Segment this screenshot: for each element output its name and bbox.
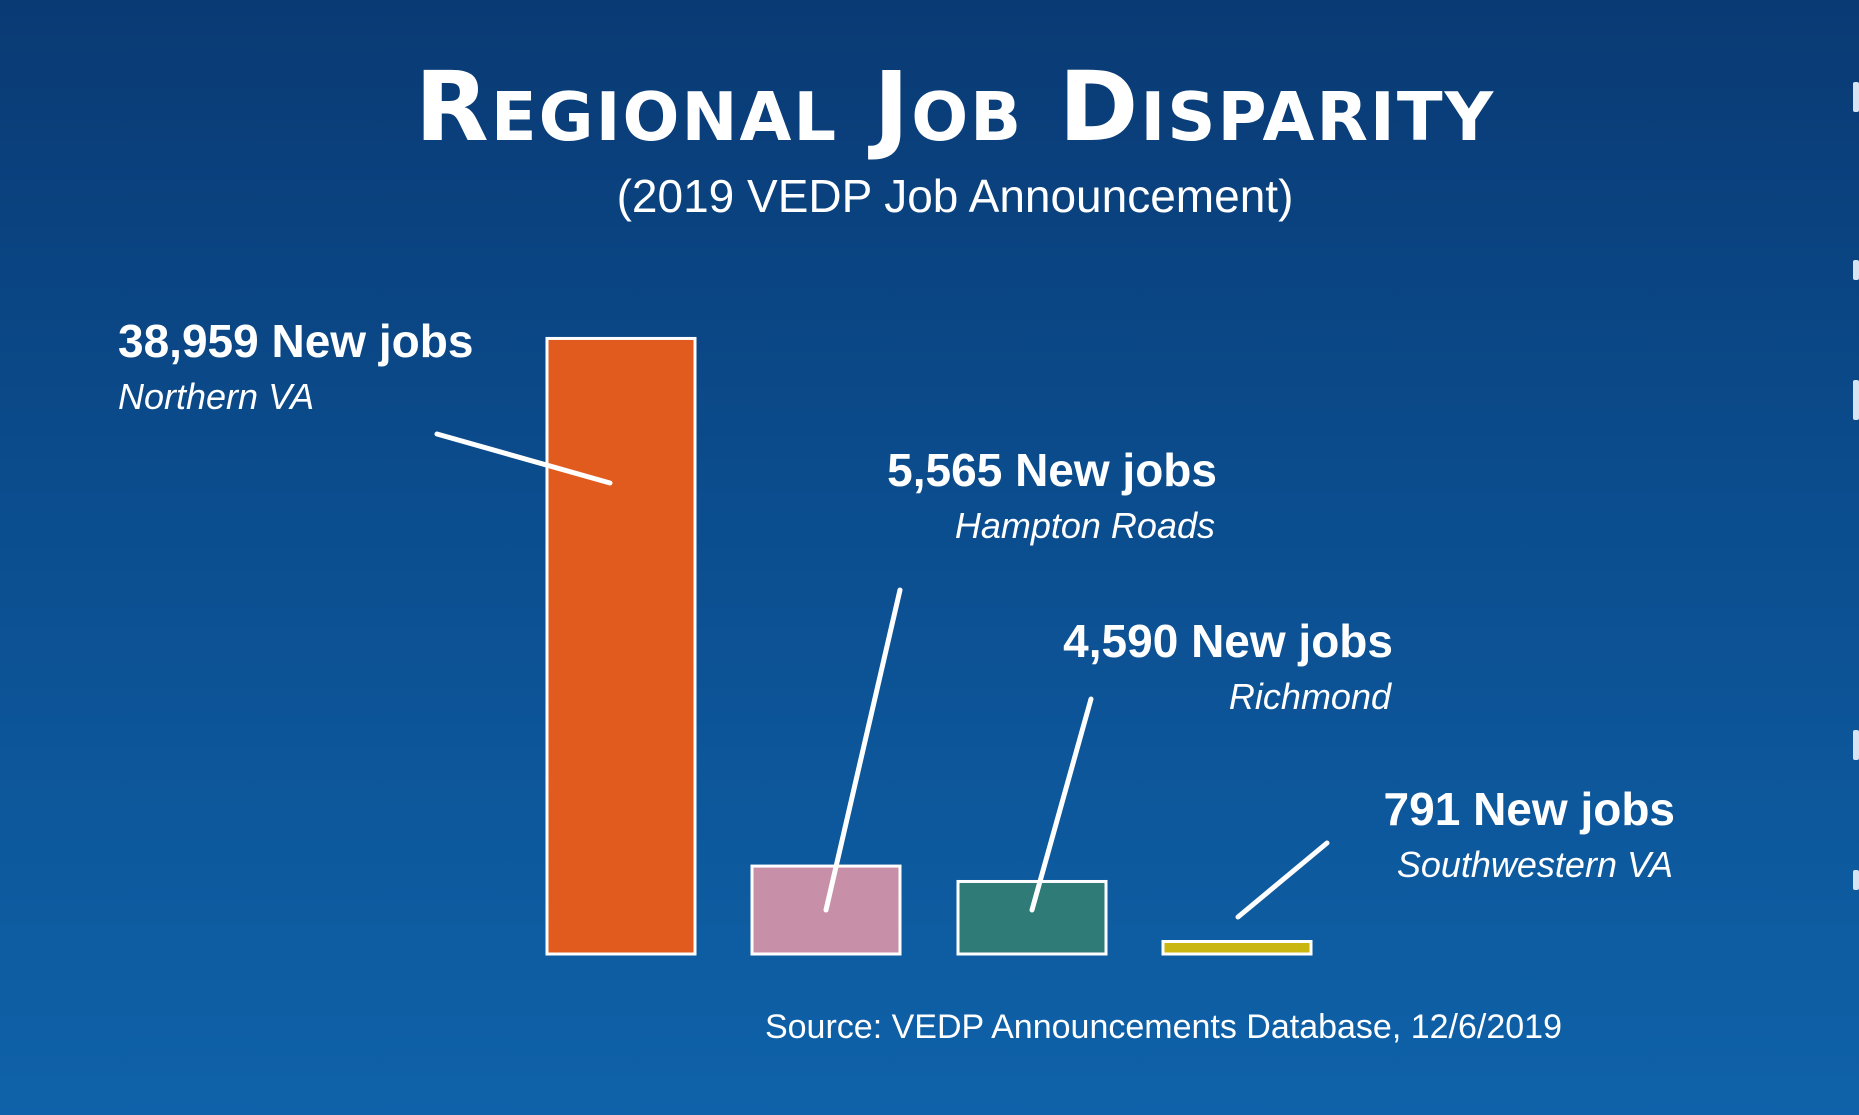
data-label-value: 4,590 New jobs	[1063, 615, 1393, 667]
data-label-value: 38,959 New jobs	[118, 315, 473, 367]
edge-mark	[1853, 870, 1859, 890]
data-label-value: 791 New jobs	[1384, 783, 1675, 835]
bar-northern-va	[545, 336, 697, 956]
edge-mark	[1853, 260, 1859, 280]
bars-group	[545, 336, 1313, 956]
bar-richmond	[956, 879, 1108, 956]
chart-title: Regional Job Disparity	[415, 51, 1495, 163]
leader-line	[434, 431, 613, 486]
data-label-category: Richmond	[1229, 676, 1392, 717]
data-labels: 38,959 New jobs Northern VA 5,565 New jobs…	[118, 315, 1675, 885]
leader-lines	[434, 431, 1330, 920]
chart-subtitle: (2019 VEDP Job Announcement)	[617, 170, 1294, 222]
data-label-category: Southwestern VA	[1397, 844, 1673, 885]
data-label-category: Northern VA	[118, 376, 314, 417]
edge-mark	[1853, 730, 1859, 760]
leader-line	[823, 587, 903, 913]
edge-mark	[1853, 380, 1859, 420]
edge-mark	[1853, 82, 1859, 112]
data-label-category: Hampton Roads	[955, 505, 1215, 546]
chart-source: Source: VEDP Announcements Database, 12/…	[765, 1008, 1562, 1046]
leader-line	[1029, 696, 1094, 913]
bar-southwestern-va	[1161, 940, 1313, 956]
data-label-value: 5,565 New jobs	[887, 444, 1217, 496]
leader-line	[1235, 840, 1330, 920]
